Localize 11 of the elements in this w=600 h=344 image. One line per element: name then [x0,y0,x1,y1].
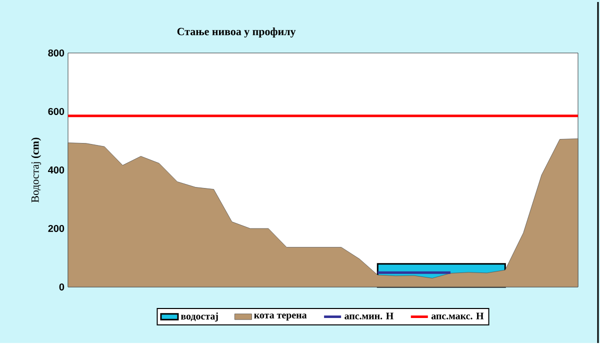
y-tick-label: 800 [48,50,64,57]
y-tick-label: 600 [48,108,64,116]
y-tick-label: 0 [59,284,64,291]
y-axis-title: Водостај (cm) [31,138,42,203]
legend-label: апс.мин. H [344,312,394,320]
legend-label: апс.макс. H [431,312,484,320]
chart-title: Стање нивоа у профилу [177,28,296,38]
legend-label: водостај [180,312,218,322]
legend-label: кота терена [254,314,307,321]
y-tick-label: 200 [48,225,64,232]
y-tick-label: 400 [48,166,64,174]
